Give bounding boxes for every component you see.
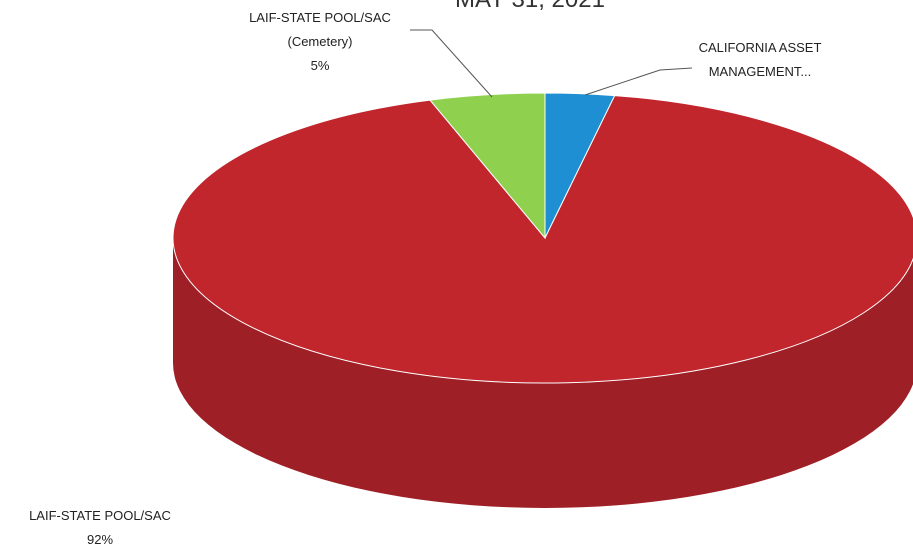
- category-label: CALIFORNIA ASSET MANAGEMENT...: [698, 40, 822, 79]
- category-label: LAIF-STATE POOL/SAC: [29, 508, 171, 523]
- pie-slice: [429, 92, 546, 240]
- value-label: 5%: [310, 58, 330, 73]
- leader-line: [584, 67, 693, 96]
- pie-side: [173, 238, 913, 508]
- leader-line: [410, 29, 493, 98]
- slice-label: LAIF-STATE POOL/SAC (Cemetery) 5%: [240, 6, 400, 78]
- chart-title: MAY 31, 2021: [380, 0, 680, 14]
- slice-label: CALIFORNIA ASSET MANAGEMENT...: [690, 36, 830, 84]
- pie-slice: [172, 95, 913, 384]
- value-label: 92%: [86, 532, 114, 546]
- category-label: LAIF-STATE POOL/SAC (Cemetery): [249, 10, 391, 49]
- pie: [172, 92, 913, 508]
- slice-label: LAIF-STATE POOL/SAC 92%: [15, 504, 185, 546]
